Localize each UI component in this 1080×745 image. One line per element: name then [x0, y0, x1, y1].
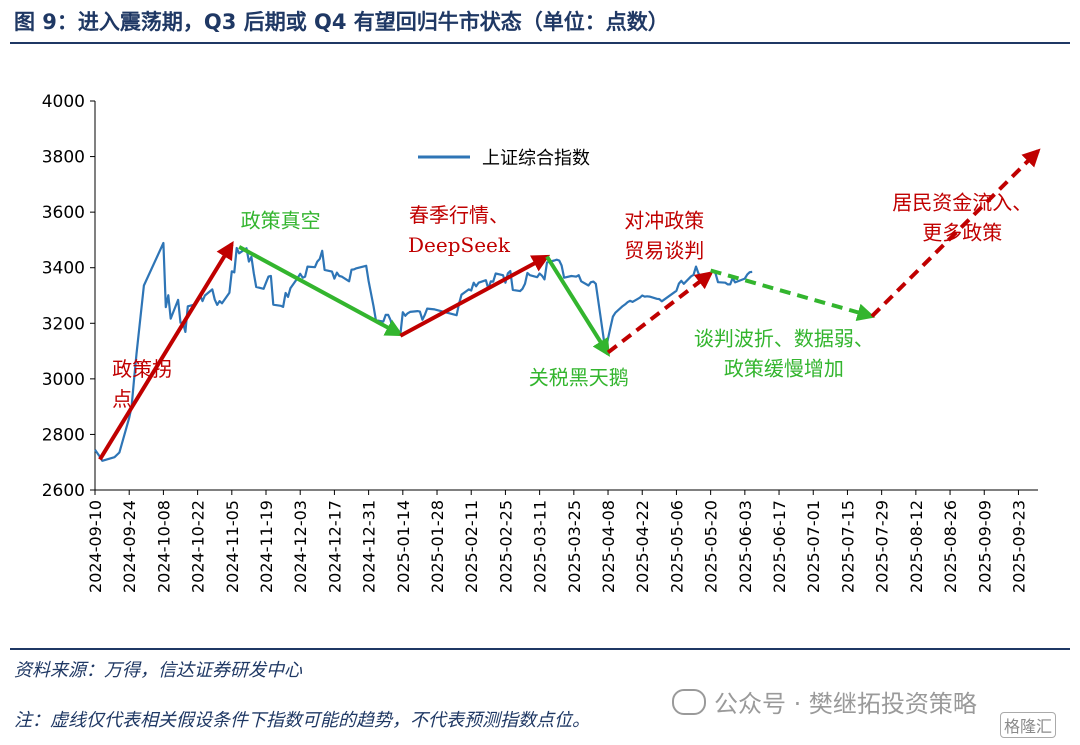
chart-axes: 2600 2800 3000 3200 3400 3600 3800 4000 2024-09-…: [42, 92, 1038, 593]
y-tick-label: 3600: [42, 203, 85, 223]
x-tick-label: 2024-09-24: [120, 500, 139, 593]
title-divider: [10, 42, 1070, 44]
x-tick-label: 2025-05-20: [702, 500, 721, 593]
x-tick-label: 2024-09-10: [86, 500, 105, 593]
x-tick-label: 2025-07-15: [838, 500, 857, 593]
x-tick-label: 2025-01-14: [394, 500, 413, 593]
source-note: 资料来源：万得，信达证券研发中心: [14, 660, 302, 681]
x-tick-label: 2025-03-25: [565, 500, 584, 593]
x-tick-label: 2025-02-11: [462, 500, 481, 593]
annotation-label: 政策真空: [241, 208, 321, 232]
x-tick-label: 2025-09-23: [1009, 500, 1028, 593]
annotation-label: 谈判波折、数据弱、: [694, 327, 874, 351]
annotation-label: 政策缓慢增加: [724, 357, 844, 381]
x-tick-label: 2024-12-31: [360, 500, 379, 593]
annotation-label: 对冲政策: [624, 208, 704, 232]
y-tick-label: 2800: [42, 425, 85, 445]
x-tick-label: 2024-11-19: [257, 500, 276, 593]
x-tick-label: 2024-12-03: [291, 500, 310, 593]
dashed-down-trend-arrow: [710, 268, 876, 322]
annotation-label: 贸易谈判: [624, 238, 704, 262]
dashed-up-trend-arrow: [606, 271, 714, 355]
dashed-up-trend-arrow: [870, 148, 1041, 318]
watermark-text: 公众号 · 樊继拓投资策略: [714, 690, 977, 718]
annotation-label: 更多政策: [922, 220, 1002, 244]
x-tick-label: 2025-04-08: [599, 500, 618, 593]
x-tick-label: 2025-03-11: [531, 500, 550, 593]
x-tick-label: 2025-08-12: [907, 500, 926, 593]
y-tick-label: 3400: [42, 259, 85, 279]
legend-label: 上证综合指数: [482, 148, 590, 169]
solid-up-trend-arrow: [399, 254, 551, 338]
y-tick-label: 2600: [42, 481, 85, 501]
solid-down-trend-arrow: [238, 245, 404, 337]
x-tick-label: 2025-05-06: [667, 500, 686, 593]
annotation-label: 春季行情、: [409, 203, 509, 227]
x-tick-label: 2025-09-09: [975, 500, 994, 593]
annotation-label: 点: [112, 387, 132, 411]
series-line-shanghai-composite: [94, 241, 753, 462]
annotation-label: 关税黑天鹅: [529, 365, 629, 389]
solid-up-trend-arrow: [98, 241, 234, 461]
disclaimer-note: 注：虚线仅代表相关假设条件下指数可能的趋势，不代表预测指数点位。: [14, 710, 590, 731]
x-tick-label: 2025-06-03: [736, 500, 755, 593]
y-tick-label: 3000: [42, 370, 85, 390]
x-tick-label: 2025-08-26: [941, 500, 960, 593]
x-tick-label: 2025-04-22: [633, 500, 652, 593]
page-title: 图 9：进入震荡期，Q3 后期或 Q4 有望回归牛市状态（单位：点数）: [14, 10, 669, 34]
x-tick-label: 2024-10-22: [189, 500, 208, 593]
x-tick-label: 2024-12-17: [325, 500, 344, 593]
x-tick-label: 2025-06-17: [770, 500, 789, 593]
x-tick-label: 2024-11-05: [223, 500, 242, 593]
title-bar: 图 9：进入震荡期，Q3 后期或 Q4 有望回归牛市状态（单位：点数）: [10, 0, 1070, 44]
index-line-chart: 2600 2800 3000 3200 3400 3600 3800 4000 2024-09-…: [42, 92, 1041, 593]
x-tick-label: 2024-10-08: [154, 500, 173, 593]
x-tick-label: 2025-07-29: [873, 500, 892, 593]
trend-arrows: [98, 148, 1041, 461]
annotation-label: DeepSeek: [408, 233, 511, 257]
annotation-label: 政策拐: [112, 357, 172, 381]
y-tick-label: 4000: [42, 92, 85, 112]
series-layer: [94, 241, 753, 462]
footer-divider: [10, 648, 1070, 650]
corner-logo: 格隆汇: [1000, 712, 1057, 738]
y-tick-label: 3800: [42, 148, 85, 168]
watermark: 公众号 · 樊继拓投资策略: [672, 684, 977, 719]
x-tick-label: 2025-02-25: [496, 500, 515, 593]
chart-legend: 上证综合指数: [418, 148, 590, 169]
x-tick-label: 2025-01-28: [428, 500, 447, 593]
y-tick-label: 3200: [42, 314, 85, 334]
x-tick-label: 2025-07-01: [804, 500, 823, 593]
wechat-icon: [672, 689, 706, 715]
solid-down-trend-arrow: [545, 255, 610, 357]
annotation-label: 居民资金流入、: [892, 190, 1032, 214]
